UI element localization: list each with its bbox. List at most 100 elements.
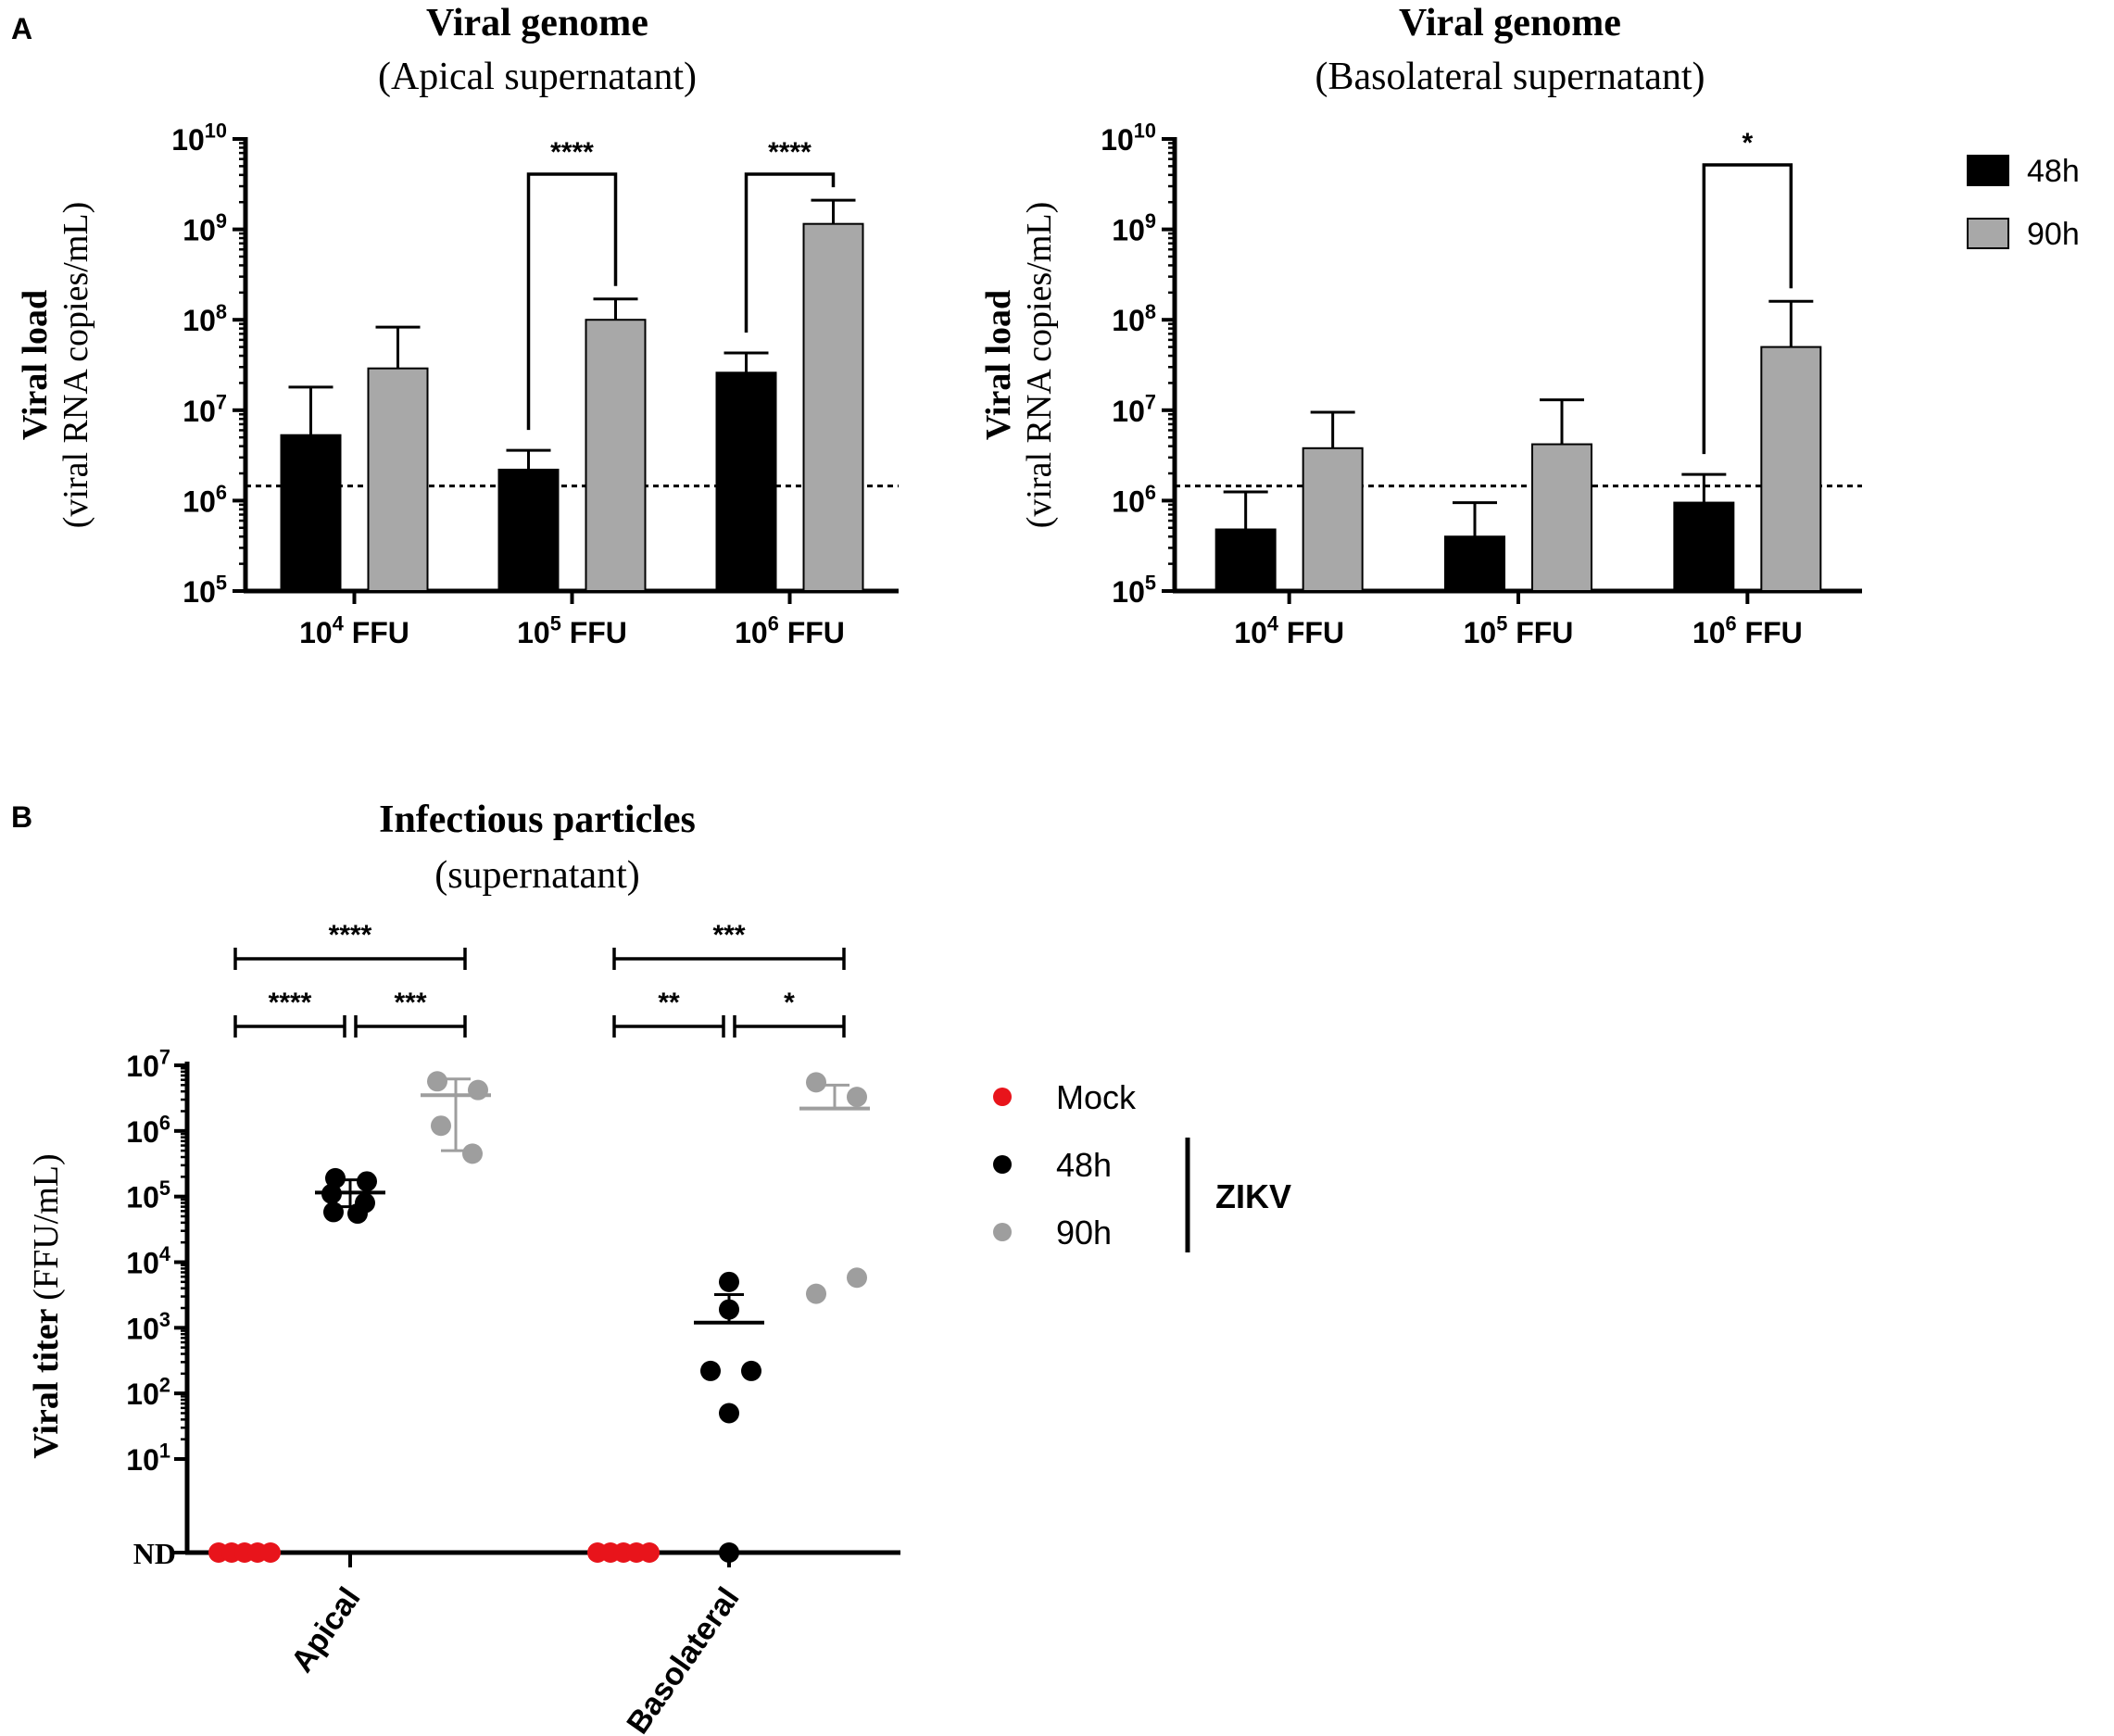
point-48h-Basolateral <box>741 1360 761 1381</box>
y-tick-label-nd: ND <box>133 1537 176 1570</box>
chart-subtitle: (supernatant) <box>434 854 640 897</box>
y-axis-label-main: Viral load <box>979 290 1018 440</box>
bar-48h-0 <box>280 434 342 592</box>
y-axis-label-main: Viral titer <box>27 1301 66 1459</box>
x-tick-label: 104 FFU <box>1234 612 1344 649</box>
x-tick-label: 105 FFU <box>517 612 627 649</box>
significance-label: ** <box>658 988 680 1018</box>
x-tick-label-exp: 5 <box>550 612 561 635</box>
point-90h-Basolateral <box>847 1267 867 1289</box>
point-48h-Apical <box>357 1171 377 1192</box>
y-tick-label-base: 10 <box>1112 575 1145 609</box>
x-tick-label: 106 FFU <box>735 612 845 649</box>
point-90h-Apical <box>427 1071 447 1092</box>
legend-label-90h-dot: 90h <box>1056 1214 1112 1252</box>
bar-90h-1 <box>1531 443 1592 592</box>
y-tick-label: 103 <box>126 1308 170 1345</box>
point-90h-Basolateral <box>806 1283 826 1304</box>
y-tick-label-base: 10 <box>1112 214 1145 247</box>
point-48h-Apical <box>347 1203 368 1225</box>
chart-title: Viral genome <box>426 2 648 44</box>
legend-swatch-90h <box>1967 218 2009 249</box>
x-tick-label-base: 10 <box>1234 616 1267 649</box>
chart-subtitle: (Basolateral supernatant) <box>1315 56 1705 98</box>
y-tick-label: 106 <box>182 481 227 518</box>
bar-48h-1 <box>497 468 560 592</box>
significance-label: **** <box>329 920 372 950</box>
y-tick-label-exp: 10 <box>1134 120 1156 143</box>
y-tick-label: 1010 <box>171 120 227 157</box>
point-Mock-Basolateral <box>639 1542 660 1563</box>
y-tick-label-exp: 9 <box>1145 209 1156 233</box>
significance-label: **** <box>269 988 312 1018</box>
legend-bottom: Mock 48h 90h ZIKV <box>993 1078 1291 1252</box>
point-48h-Basolateral <box>700 1360 721 1381</box>
y-tick-label: 108 <box>182 300 227 337</box>
x-tick-label-base: 10 <box>1464 616 1497 649</box>
y-tick-label-exp: 8 <box>216 300 227 323</box>
y-tick-label-base: 10 <box>126 1377 159 1411</box>
y-tick-label-exp: 10 <box>205 120 227 143</box>
x-tick-label-unit: FFU <box>1507 616 1573 649</box>
x-tick-label-base: 10 <box>517 616 550 649</box>
y-tick-label-exp: 7 <box>159 1046 170 1069</box>
bar-48h-0 <box>1214 528 1277 593</box>
y-tick-label-base: 10 <box>182 484 216 518</box>
y-axis-label-units: (FFU/mL) <box>27 1153 66 1300</box>
y-tick-label-base: 10 <box>1101 123 1134 157</box>
y-tick-label-exp: 1 <box>159 1440 170 1463</box>
y-tick-label-exp: 6 <box>159 1111 170 1134</box>
y-tick-label: 107 <box>1112 390 1156 427</box>
legend-marker-90h <box>993 1223 1012 1241</box>
significance-label: **** <box>768 137 812 168</box>
y-tick-label-exp: 5 <box>159 1176 170 1200</box>
y-tick-label: 107 <box>126 1046 170 1083</box>
y-tick-label-base: 10 <box>182 214 216 247</box>
point-90h-Basolateral <box>847 1087 867 1108</box>
y-tick-label: 105 <box>1112 572 1156 609</box>
x-tick-label: 104 FFU <box>299 612 409 649</box>
x-tick-label: Apical <box>284 1581 368 1679</box>
significance-bracket <box>1702 163 1793 455</box>
chart-infectious-particles: Infectious particles (supernatant) Viral t… <box>27 799 900 1736</box>
x-tick-label: Basolateral <box>620 1581 746 1736</box>
x-tick-label-base: 10 <box>299 616 333 649</box>
significance-label: *** <box>394 988 426 1018</box>
y-axis-label: Viral load(viral RNA copies/mL) <box>979 202 1059 528</box>
y-tick-label-exp: 3 <box>159 1308 170 1331</box>
y-tick-label-exp: 6 <box>1145 481 1156 504</box>
x-tick-label-unit: FFU <box>779 616 845 649</box>
point-90h-Apical <box>431 1115 451 1137</box>
point-48h-Basolateral <box>719 1542 739 1563</box>
y-tick-label: 105 <box>182 572 227 609</box>
x-tick-label-base: 10 <box>1692 616 1726 649</box>
y-tick-label-exp: 2 <box>159 1374 170 1397</box>
y-tick-label: 107 <box>182 390 227 427</box>
x-tick-label-exp: 4 <box>1267 612 1278 635</box>
bar-90h-0 <box>367 367 429 592</box>
y-tick-label-exp: 6 <box>216 481 227 504</box>
significance-bracket <box>744 172 836 333</box>
legend-swatch-48h <box>1967 155 2009 186</box>
chart-subtitle: (Apical supernatant) <box>378 56 697 98</box>
legend-group-label: ZIKV <box>1215 1177 1291 1215</box>
y-tick-label-exp: 8 <box>1145 300 1156 323</box>
significance-label: * <box>1742 128 1753 158</box>
y-tick-label-exp: 5 <box>216 572 227 595</box>
y-tick-label-exp: 4 <box>159 1242 170 1265</box>
y-axis-label-main: Viral load <box>16 290 55 440</box>
point-90h-Basolateral <box>806 1072 826 1093</box>
bar-48h-2 <box>715 371 777 593</box>
bar-48h-1 <box>1444 535 1505 593</box>
legend-label-48h-dot: 48h <box>1056 1146 1112 1184</box>
chart-basolateral-genome: Viral genome (Basolateral supernatant) Vir… <box>979 2 1862 649</box>
y-tick-label-exp: 9 <box>216 209 227 233</box>
legend-label-90h: 90h <box>2027 217 2080 252</box>
x-tick-label-exp: 5 <box>1496 612 1507 635</box>
y-tick-label-base: 10 <box>1112 395 1145 428</box>
significance-label: *** <box>712 920 745 950</box>
y-tick-label: 104 <box>126 1242 170 1279</box>
legend-label-mock: Mock <box>1056 1078 1137 1116</box>
y-tick-label-base: 10 <box>126 1115 159 1149</box>
point-48h-Basolateral <box>719 1271 739 1292</box>
